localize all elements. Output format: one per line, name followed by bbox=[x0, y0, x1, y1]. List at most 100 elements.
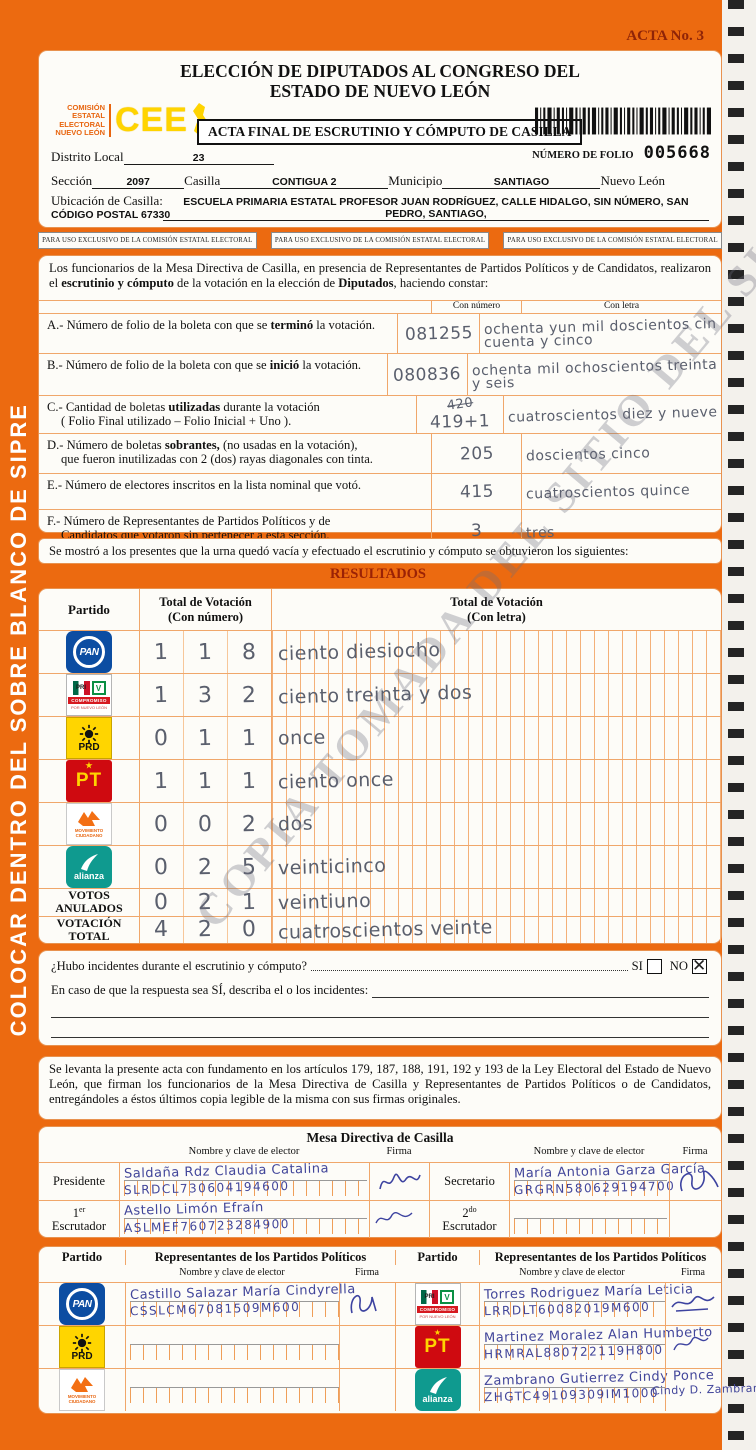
results-row-votacion-total: VOTACIÓN TOTAL 4 2 0 cuatroscientos vein… bbox=[39, 916, 721, 944]
handwritten-words: veinticinco bbox=[277, 854, 387, 880]
folio-line: NÚMERO DE FOLIO 005668 bbox=[532, 143, 711, 163]
incidents-question-row: ¿Hubo incidentes durante el escrutinio y… bbox=[51, 956, 709, 976]
header-representantes: Representantes de los Partidos Políticos bbox=[125, 1249, 395, 1265]
rep-name-cell bbox=[125, 1326, 339, 1368]
form-title-line2: ESTADO DE NUEVO LEÓN bbox=[269, 81, 491, 102]
header-con-letra: Total de Votación (Con letra) bbox=[271, 589, 721, 631]
handwritten-number: 080836 bbox=[393, 363, 462, 386]
handwritten-clave: ZHGTC49109309IM1000 bbox=[483, 1385, 660, 1405]
handwritten-clave: ASLMEF760723284900 bbox=[123, 1216, 291, 1236]
label-text: B.- Número de folio de la boleta con que… bbox=[47, 358, 270, 372]
clave-ticks: SLRDCL730604194600 bbox=[124, 1179, 367, 1197]
handwritten-name: Castillo Salazar María Cindyrella bbox=[129, 1282, 356, 1303]
name-line: Zambrano Gutierrez Cindy Ponce bbox=[484, 1368, 715, 1389]
urn-empty-statement: Se mostró a los presentes que la urna qu… bbox=[38, 538, 722, 564]
incidents-card: ¿Hubo incidentes durante el escrutinio y… bbox=[38, 950, 722, 1046]
digit: 2 bbox=[197, 889, 214, 916]
tally-row-e: E.- Número de electores inscritos en la … bbox=[39, 474, 721, 510]
votes-number-cell: 0 1 1 bbox=[139, 717, 271, 760]
tally-card: Los funcionarios de la Mesa Directiva de… bbox=[38, 255, 722, 552]
mc-text-line: MOVIMIENTO bbox=[74, 827, 104, 833]
rep-name-cell bbox=[125, 1369, 339, 1411]
party-cell: PRI V COMPROMISO POR NUEVO LEÓN bbox=[39, 674, 139, 717]
con-numero-value: 081255 bbox=[397, 314, 479, 353]
perforation-strip bbox=[722, 0, 756, 1450]
digit-cell: 1 bbox=[183, 717, 227, 760]
handwritten-words: veintiuno bbox=[277, 890, 372, 915]
escrutador1-label: 1er Escrutador bbox=[39, 1201, 119, 1238]
alianza-swoosh-icon bbox=[81, 854, 98, 872]
pt-star-icon: ★ bbox=[433, 1328, 442, 1337]
intro-post: , haciendo constar: bbox=[393, 275, 489, 290]
barcode bbox=[535, 107, 711, 135]
intro-pre: Los funcionarios de la Mesa Directiva de… bbox=[49, 261, 711, 290]
digit: 0 bbox=[153, 811, 170, 837]
handwritten-number: 205 bbox=[459, 443, 494, 464]
escrutador2-name-cell bbox=[509, 1201, 669, 1238]
con-letra-value: doscientos cinco bbox=[521, 434, 721, 473]
cee-org-line: ESTATAL bbox=[72, 111, 105, 121]
signature-scribble bbox=[379, 1173, 421, 1190]
digit: 0 bbox=[197, 811, 214, 837]
subheader-nombre: Nombre y clave de elector bbox=[179, 1267, 285, 1278]
digit: 1 bbox=[153, 768, 170, 794]
rep-firma-cell bbox=[339, 1283, 395, 1325]
folio-label: NÚMERO DE FOLIO bbox=[532, 150, 634, 161]
handwritten-words: ciento treinta y dos bbox=[277, 681, 473, 709]
votes-words-cell: ciento diesiocho bbox=[271, 631, 721, 674]
escrutador2-firma-cell bbox=[669, 1201, 721, 1238]
con-letra-value: cuatroscientos quince bbox=[521, 474, 721, 509]
header-partido: Partido bbox=[68, 601, 110, 617]
mc-text-line: CIUDADANO bbox=[68, 1399, 96, 1404]
pri-compromiso-logo-icon: PRI V COMPROMISO POR NUEVO LEÓN bbox=[414, 1283, 461, 1325]
legal-text: Se levanta la presente acta con fundamen… bbox=[49, 1062, 711, 1107]
clave-ticks: LRRDLT60082019M600 bbox=[484, 1300, 665, 1318]
results-row-alianza: alianza 0 2 5 veinticinco bbox=[39, 846, 721, 890]
digit-cell: 2 bbox=[227, 803, 271, 846]
cee-org-name: COMISIÓN ESTATAL ELECTORAL NUEVO LEÓN bbox=[49, 103, 111, 137]
name-line bbox=[514, 1202, 667, 1219]
dotted-leader bbox=[311, 970, 628, 971]
votes-number-cell: 1 1 8 bbox=[139, 631, 271, 674]
name-line: Saldaña Rdz Claudia Catalina bbox=[124, 1161, 367, 1182]
role-ordinal: 1er bbox=[72, 1205, 85, 1220]
handwritten-words: once bbox=[277, 726, 327, 750]
rep-name-cell: Martinez Moralez Alan Humberto HRMRAL880… bbox=[479, 1325, 713, 1368]
party-cell: MOVIMIENTO CIUDADANO bbox=[39, 803, 139, 846]
votes-words-cell: ciento treinta y dos bbox=[271, 674, 721, 717]
write-in-line bbox=[372, 997, 709, 998]
alianza-logo-text: alianza bbox=[73, 871, 104, 882]
name-line: Martinez Moralez Alan Humberto bbox=[484, 1325, 713, 1346]
label-text: la votación. bbox=[313, 318, 376, 332]
label-line2: que fueron inutilizadas con 2 (dos) raya… bbox=[61, 452, 373, 467]
results-row-pan: PAN 1 1 8 ciento diesiocho bbox=[39, 631, 721, 675]
clave-ticks bbox=[514, 1219, 667, 1234]
subheader-nombre: Nombre y clave de elector bbox=[519, 1267, 625, 1278]
ordinal-number: 1 bbox=[72, 1205, 80, 1220]
header-partido: Partido bbox=[395, 1249, 479, 1265]
votes-words-cell: veintiuno bbox=[271, 889, 721, 916]
votes-number-cell: 4 2 0 bbox=[139, 916, 271, 943]
votes-words-cell: veinticinco bbox=[271, 846, 721, 889]
digit: 0 bbox=[153, 725, 170, 751]
con-numero-value: 420 419+1 bbox=[416, 395, 502, 433]
label-bold: terminó bbox=[270, 318, 314, 332]
votes-words-cell: dos bbox=[271, 803, 721, 846]
escrutador1-name-cell: Astello Limón Efraín ASLMEF760723284900 bbox=[119, 1200, 369, 1238]
digit-cell: 0 bbox=[140, 717, 183, 759]
uso-exclusivo-box: PARA USO EXCLUSIVO DE LA COMISIÓN ESTATA… bbox=[503, 232, 723, 249]
votes-words-cell: ciento once bbox=[271, 760, 721, 803]
digit: 2 bbox=[197, 917, 214, 943]
clave-ticks bbox=[130, 1345, 339, 1360]
label-text: E.- Número de electores inscritos en la … bbox=[47, 478, 362, 492]
uso-exclusivo-box: PARA USO EXCLUSIVO DE LA COMISIÓN ESTATA… bbox=[38, 232, 257, 249]
verde-logo-text: V bbox=[91, 681, 106, 696]
checkbox-si bbox=[646, 959, 662, 974]
pt-star-icon: ★ bbox=[85, 761, 93, 771]
reps-subheader-row: Nombre y clave de elector Firma Nombre y… bbox=[39, 1267, 721, 1282]
mesa-directiva-card: Mesa Directiva de Casilla Nombre y clave… bbox=[38, 1126, 722, 1238]
results-header-row: Partido Total de Votación (Con número) To… bbox=[39, 589, 721, 632]
compromiso-text: COMPROMISO bbox=[68, 697, 110, 705]
rep-name-cell: Zambrano Gutierrez Cindy Ponce ZHGTC4910… bbox=[479, 1368, 715, 1411]
party-cell: alianza bbox=[395, 1369, 479, 1411]
